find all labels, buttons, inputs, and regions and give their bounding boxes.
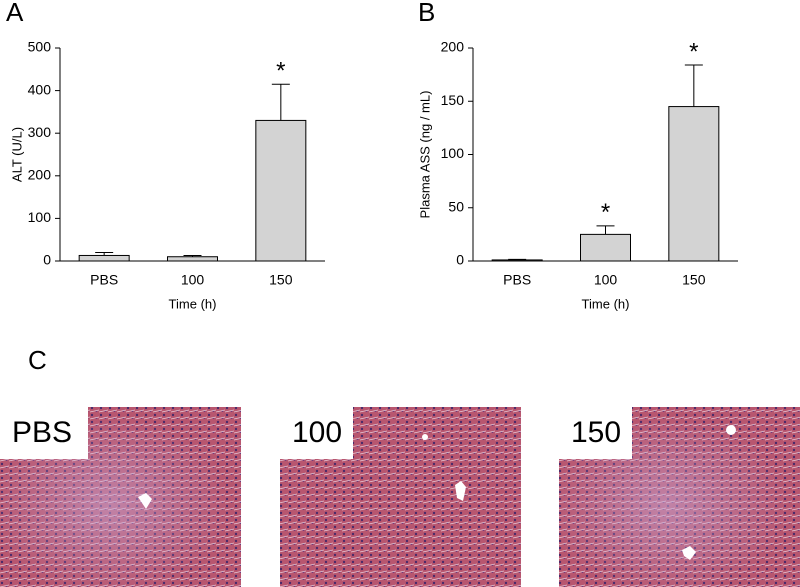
x-tick-label: 100 (594, 272, 618, 288)
bar (580, 233, 631, 262)
image-label: 150 (571, 416, 621, 449)
panel-letter: C (28, 345, 47, 375)
micrograph: PBS (0, 407, 241, 587)
error-bar (684, 64, 703, 107)
bar (78, 254, 130, 262)
micrograph: 150 (559, 407, 800, 587)
error-bar (183, 254, 202, 257)
y-axis-label: ALT (U/L) (9, 127, 24, 182)
chart: A 0 100 200 300 400 500 ALT (U/L) Time (h) PBS 100… (6, 0, 325, 311)
micrograph: 100 (280, 407, 521, 587)
image-label: PBS (12, 416, 72, 449)
y-tick-label: 0 (456, 252, 464, 268)
y-tick-label: 100 (28, 209, 52, 225)
y-tick-label: 400 (28, 81, 52, 97)
significance-mark: * (601, 199, 610, 226)
y-tick-label: 100 (441, 145, 465, 161)
y-axis-label: Plasma ASS (ng / mL) (417, 91, 432, 219)
error-bar (596, 225, 615, 235)
y-tick-label: 0 (43, 252, 51, 268)
y-tick-label: 500 (28, 39, 52, 55)
x-tick-label: 100 (181, 272, 205, 288)
panel-letter: A (6, 0, 24, 27)
bar (255, 119, 307, 262)
y-tick-label: 300 (28, 124, 52, 140)
y-tick-label: 200 (441, 39, 465, 55)
x-tick-label: PBS (503, 272, 531, 288)
x-tick-label: PBS (90, 272, 118, 288)
x-axis-label: Time (h) (582, 296, 630, 311)
bar (167, 256, 218, 262)
y-tick-label: 50 (448, 198, 464, 214)
chart: B 0 50 100 150 200 Plasma ASS (ng / mL) Time (h… (417, 0, 738, 311)
x-axis-label: Time (h) (169, 296, 217, 311)
bar (491, 259, 543, 262)
significance-mark: * (689, 38, 698, 65)
error-bar (95, 251, 114, 256)
panel-letter: B (418, 0, 435, 27)
bar (668, 106, 720, 262)
significance-mark: * (276, 58, 285, 85)
error-bar (271, 83, 290, 121)
image-label: 100 (292, 416, 342, 449)
y-tick-label: 200 (28, 167, 52, 183)
y-tick-label: 150 (441, 92, 465, 108)
panel-c: C PBS 100 150 (0, 345, 800, 587)
x-tick-label: 150 (682, 272, 706, 288)
x-tick-label: 150 (269, 272, 293, 288)
error-bar (508, 258, 527, 260)
